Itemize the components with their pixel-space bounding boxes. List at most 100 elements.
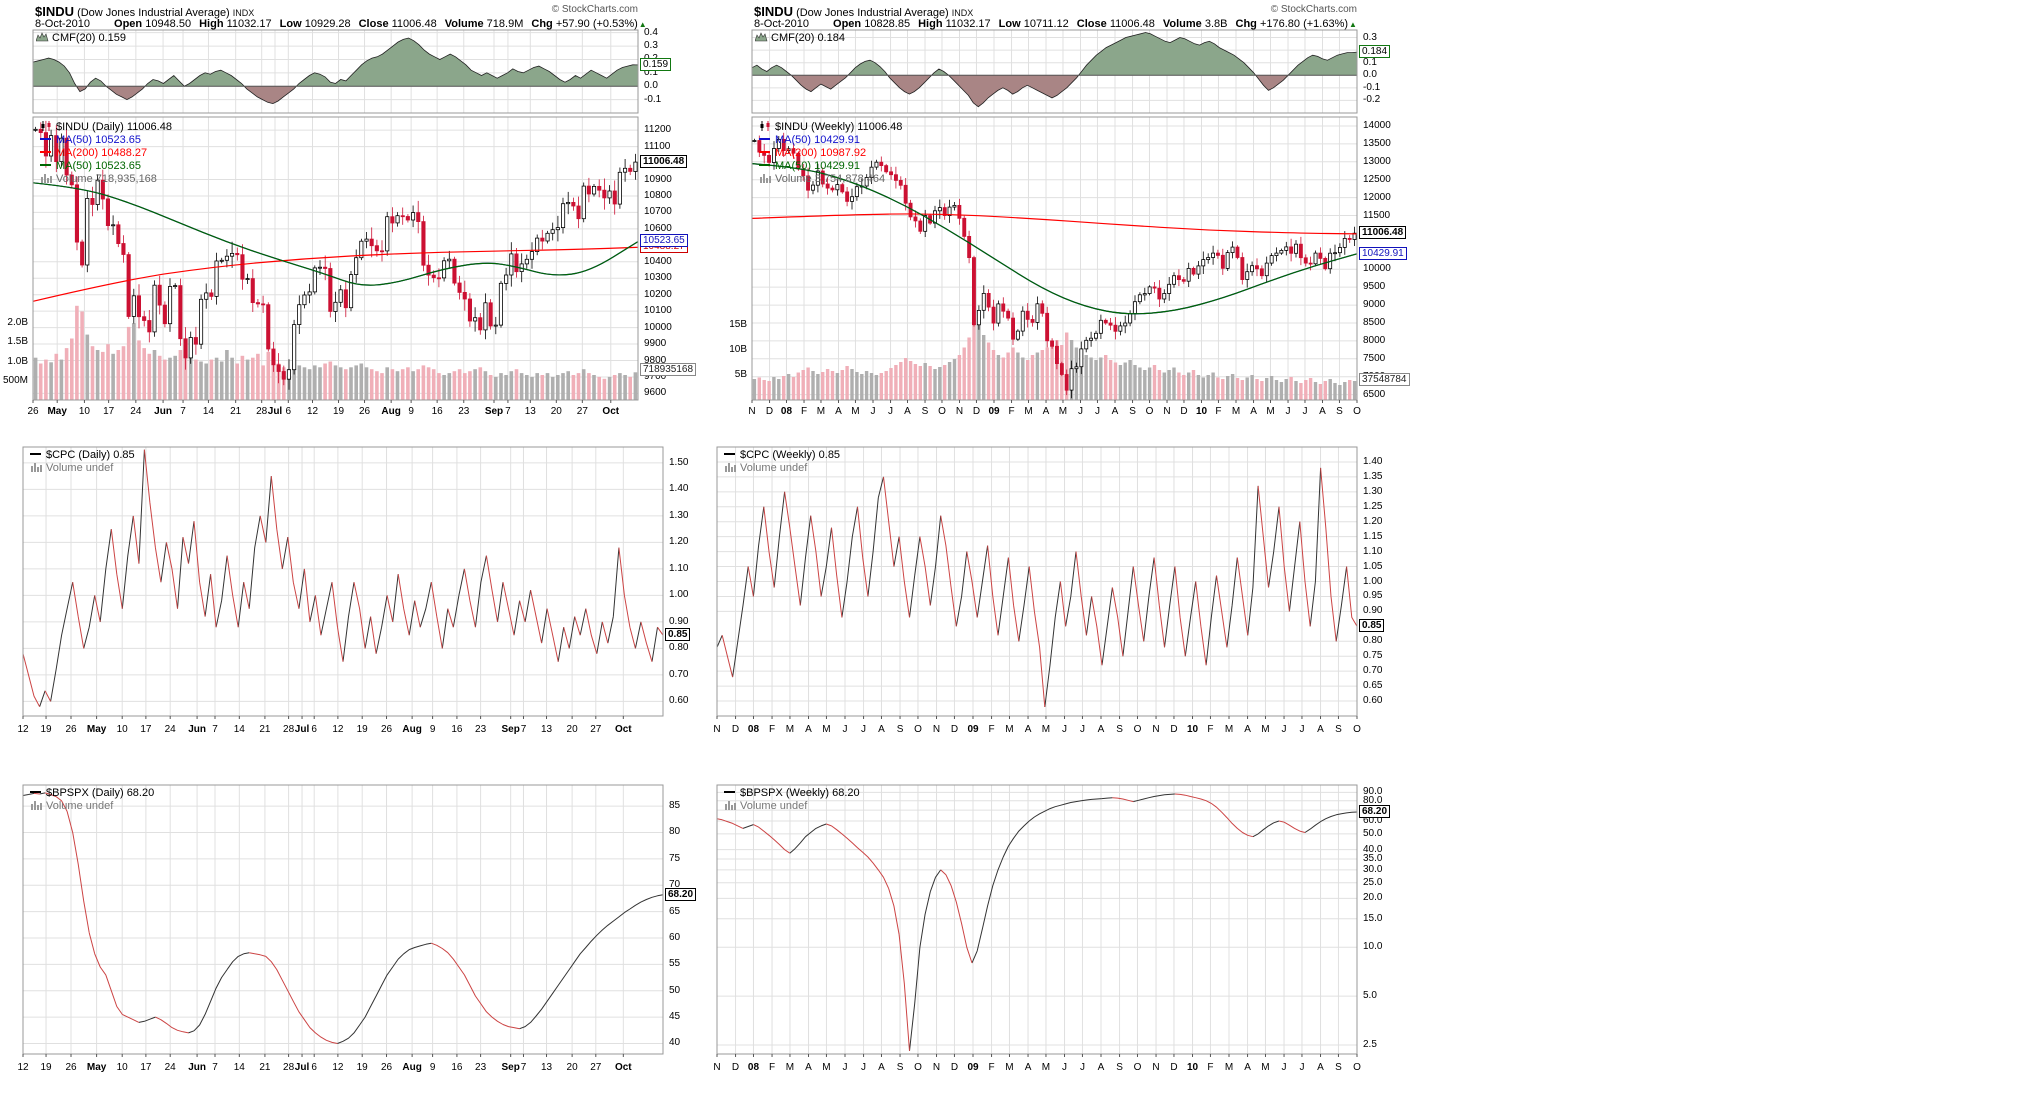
x-axis-label: O <box>1353 1062 1361 1073</box>
x-axis-label: 28 <box>283 1062 295 1073</box>
volume-tick-label: 15B <box>729 319 747 330</box>
x-axis-label: A <box>1319 406 1326 417</box>
x-axis-label: 24 <box>164 724 176 735</box>
volume-tick-label: 1.0B <box>7 355 28 367</box>
field-value: 11032.17 <box>223 18 272 30</box>
x-axis-label: O <box>1133 1062 1142 1073</box>
y-tick-label: 1.20 <box>1363 515 1383 527</box>
x-axis-label: M <box>851 406 860 417</box>
dash-icon <box>40 135 53 145</box>
x-axis-label: D <box>731 724 740 735</box>
x-axis-label: 13 <box>540 1062 553 1073</box>
x-axis-label: N <box>713 724 721 735</box>
chart-ohlc-row: 8-Oct-2010 Open 10828.85 High 11032.17 Low … <box>754 18 1357 30</box>
cmf-tick-label: 0.0 <box>1363 69 1377 81</box>
cmf-value-box: 0.184 <box>1359 45 1391 59</box>
y-tick-label: 45 <box>669 1011 681 1023</box>
x-axis-label: 19 <box>40 724 52 735</box>
y-tick-label: 25.0 <box>1363 876 1383 888</box>
x-axis-label: J <box>1299 724 1305 735</box>
y-tick-label: 0.70 <box>669 668 689 680</box>
x-axis-label: 09 <box>988 406 1000 417</box>
field-label: Volume <box>444 18 484 30</box>
x-axis-label: M <box>1005 724 1014 735</box>
x-axis-label: 12 <box>306 406 319 417</box>
y-tick-label: 0.80 <box>669 642 689 654</box>
legend-item: MA(50) 10429.91 <box>759 134 860 146</box>
x-axis-label: 20 <box>550 406 562 417</box>
x-axis-label: J <box>861 1062 867 1073</box>
x-axis-label: M <box>1224 724 1234 735</box>
x-axis-label: 9 <box>408 406 414 417</box>
bpspx-daily-chart-plot-svg <box>22 784 664 1057</box>
x-axis-label: D <box>1180 406 1188 417</box>
x-axis-label: Aug <box>402 1062 422 1073</box>
x-axis-label: A <box>835 406 842 417</box>
copyright: © StockCharts.com <box>551 4 638 15</box>
y-tick-label: 40.0 <box>1363 843 1383 855</box>
x-axis-label: A <box>1244 724 1251 735</box>
x-axis-label: O <box>1353 724 1361 735</box>
x-axis-label: 17 <box>140 724 152 735</box>
x-axis-label: May <box>86 1062 107 1073</box>
field-label: Chg <box>1235 18 1257 30</box>
y-tick-label: 60 <box>669 931 681 943</box>
x-axis-label: D <box>1170 1062 1178 1073</box>
x-axis-label: A <box>904 406 911 417</box>
x-axis-label: Jun <box>188 1062 206 1073</box>
x-axis-label: A <box>1024 724 1032 735</box>
x-axis-label: J <box>1285 406 1291 417</box>
x-axis-label: S <box>1335 1062 1342 1073</box>
x-axis-label: M <box>1041 724 1051 735</box>
cpc-weekly-chart: 1.40 1.35 1.30 1.25 1.20 1.15 1.10 1.05 1.00 0.95… <box>694 440 1420 740</box>
x-axis-label: 10 <box>1186 724 1199 735</box>
y-tick-label: 1.00 <box>669 589 689 601</box>
x-axis-label: A <box>805 724 812 735</box>
legend-item: Volume undef <box>30 462 113 474</box>
x-axis-label: 26 <box>358 406 371 417</box>
chart-header: $INDU (Dow Jones Industrial Average) IND… <box>754 4 973 19</box>
x-axis-label: J <box>1078 406 1083 417</box>
x-axis-label: O <box>938 406 946 417</box>
y-tick-label: 80 <box>669 826 681 838</box>
x-axis-label: 19 <box>332 406 345 417</box>
x-axis-label: 27 <box>576 406 588 417</box>
x-axis-label: M <box>1261 724 1270 735</box>
copyright: © StockCharts.com <box>1270 4 1357 15</box>
dash-icon <box>759 161 772 171</box>
x-axis-label: 13 <box>524 406 536 417</box>
x-axis-label: 09 <box>967 1062 979 1073</box>
legend-label: Volume undef <box>46 462 114 474</box>
x-axis-label: M <box>822 724 831 735</box>
x-axis-label: 7 <box>180 406 186 417</box>
x-axis-label: 6 <box>285 406 292 417</box>
x-axis-label: A <box>1317 724 1324 735</box>
dash-icon <box>40 161 53 171</box>
x-axis-label: J <box>1299 1062 1305 1073</box>
x-axis-label: 12 <box>17 724 29 735</box>
x-axis-label: 12 <box>332 724 344 735</box>
x-axis-label: M <box>1005 1062 1014 1073</box>
y-tick-label: 1.40 <box>1363 455 1383 467</box>
x-axis-label: 16 <box>451 724 463 735</box>
value-box: 0.85 <box>1359 619 1385 633</box>
y-tick-label: 85 <box>669 800 681 812</box>
volume-tick-label: 1.5B <box>7 336 28 348</box>
x-axis-label: N <box>955 406 964 417</box>
field-label: Close <box>1076 18 1107 30</box>
x-axis-label: Oct <box>614 724 632 735</box>
x-axis-label: 6 <box>311 724 317 735</box>
y-tick-label: 1.10 <box>669 562 689 574</box>
y-tick-label: 50 <box>669 984 681 996</box>
x-axis-label: 19 <box>356 724 368 735</box>
x-axis-label: 16 <box>431 406 443 417</box>
field-label: Volume <box>1162 18 1202 30</box>
y-tick-label: 11100 <box>644 140 671 152</box>
x-axis-label: 12 <box>332 1062 344 1073</box>
x-axis-label: A <box>1024 1062 1032 1073</box>
y-tick-label: 1.20 <box>669 536 689 548</box>
x-axis-label: Jul <box>294 1062 310 1073</box>
x-axis-label: M <box>1231 406 1241 417</box>
ticker-symbol: $INDU <box>35 4 75 19</box>
